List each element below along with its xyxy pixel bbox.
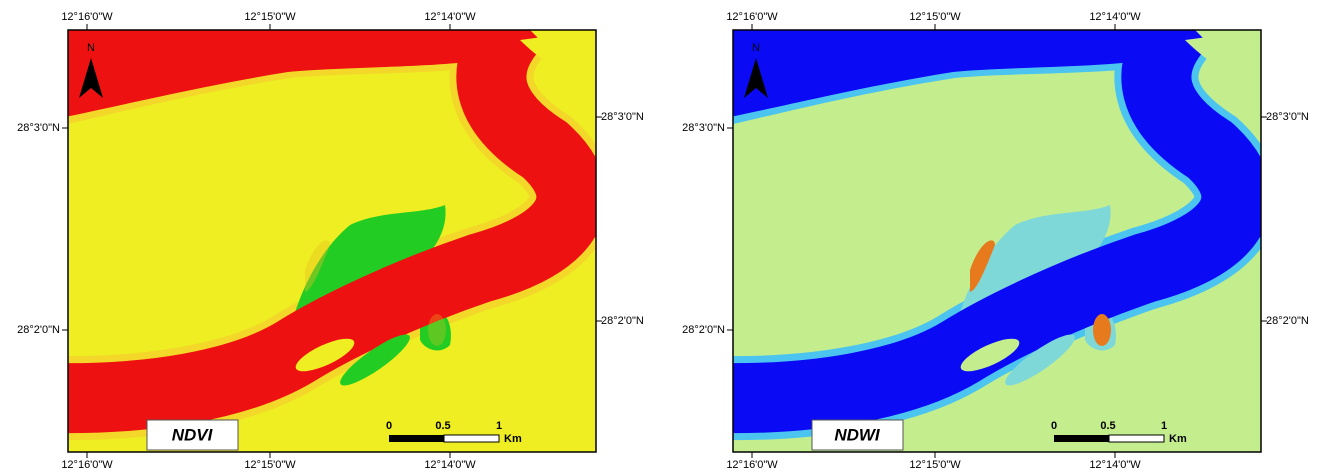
- top-right-shore: [520, 30, 596, 95]
- lon-label: 12°15'0"W: [244, 11, 296, 23]
- scale-unit: Km: [1169, 433, 1187, 445]
- scale-label: 0.5: [1100, 420, 1115, 432]
- lon-label: 12°15'0"W: [244, 459, 296, 471]
- island: [295, 338, 355, 372]
- island: [340, 334, 410, 386]
- lon-label: 12°15'0"W: [909, 11, 961, 23]
- north-label: N: [752, 42, 760, 54]
- map-image: [733, 30, 1261, 452]
- lat-label: 28°2'0"N: [17, 324, 60, 336]
- scale-label: 0: [386, 420, 392, 432]
- lon-label: 12°16'0"W: [61, 459, 113, 471]
- lon-label: 12°14'0"W: [424, 459, 476, 471]
- map-title: NDVI: [172, 425, 214, 444]
- label-box: [146, 419, 239, 451]
- scale-unit: Km: [504, 433, 522, 445]
- river: [733, 30, 1261, 434]
- north-arrow: [744, 58, 768, 98]
- island: [1005, 334, 1075, 386]
- accent: [970, 240, 995, 292]
- lon-label: 12°14'0"W: [424, 11, 476, 23]
- map-frame: [67, 29, 597, 453]
- lat-label: 28°2'0"N: [1266, 315, 1309, 327]
- scale-label: 0: [1051, 420, 1057, 432]
- north-arrow: [79, 58, 103, 98]
- accent: [1093, 314, 1111, 346]
- lon-label: 12°16'0"W: [726, 11, 778, 23]
- map-panel: 12°16'0"W 12°15'0"W 12°14'0"W 12°16'0"W 12°1…: [682, 11, 1309, 471]
- scale-black: [389, 435, 444, 442]
- river: [68, 30, 596, 434]
- scale-label: 0.5: [435, 420, 450, 432]
- map-panel: 12°16'0"W 12°15'0"W 12°14'0"W 12°16'0"W 12°1…: [17, 11, 644, 471]
- map-frame: [732, 29, 1262, 453]
- top-water: [733, 30, 1187, 117]
- scale-white: [443, 434, 500, 443]
- lon-label: 12°16'0"W: [61, 11, 113, 23]
- scale-black: [1054, 435, 1109, 442]
- lon-label: 12°14'0"W: [1089, 459, 1141, 471]
- scale-label: 1: [1161, 420, 1167, 432]
- lon-label: 12°15'0"W: [909, 459, 961, 471]
- lat-label: 28°3'0"N: [1266, 111, 1309, 123]
- map-title: NDWI: [834, 425, 881, 444]
- lat-label: 28°3'0"N: [601, 111, 644, 123]
- island: [960, 338, 1020, 372]
- top-water: [68, 30, 522, 117]
- accent: [428, 314, 446, 346]
- map-image: [68, 30, 596, 452]
- top-right-shore: [1185, 30, 1261, 95]
- lon-label: 12°16'0"W: [726, 459, 778, 471]
- scale-label: 1: [496, 420, 502, 432]
- label-box: [811, 419, 904, 451]
- lat-label: 28°3'0"N: [682, 122, 725, 134]
- lat-label: 28°2'0"N: [682, 324, 725, 336]
- north-label: N: [87, 42, 95, 54]
- lon-label: 12°14'0"W: [1089, 11, 1141, 23]
- lat-label: 28°3'0"N: [17, 122, 60, 134]
- accent: [305, 240, 330, 292]
- scale-white: [1108, 434, 1165, 443]
- lat-label: 28°2'0"N: [601, 315, 644, 327]
